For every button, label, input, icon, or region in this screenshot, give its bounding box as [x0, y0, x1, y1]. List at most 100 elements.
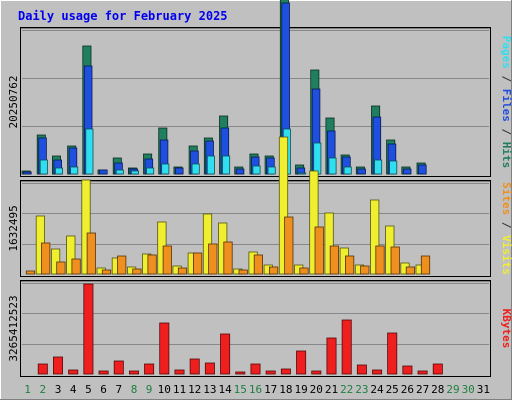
bar-kbytes-day-12: [189, 358, 200, 375]
day-label-1: 1: [24, 383, 31, 396]
bar-visits-day-18: [278, 136, 289, 275]
day-label-15: 15: [234, 383, 247, 396]
bar-visits-day-5: [81, 179, 91, 275]
bar-sites-day-15: [238, 269, 248, 275]
bar-sites-day-8: [132, 268, 142, 275]
panel-traffic: 20250762 Pages / Files / Hits: [7, 0, 512, 177]
bar-kbytes-day-28: [432, 363, 443, 375]
bar-kbytes-day-26: [402, 365, 413, 375]
bar-sites-day-20: [314, 226, 324, 275]
bar-sites-day-12: [192, 252, 203, 275]
bar-sites-day-25: [390, 246, 400, 275]
day-label-7: 7: [115, 383, 122, 396]
bar-visits-day-3: [51, 248, 61, 275]
bar-visits-day-4: [66, 235, 76, 275]
bar-visits-day-21: [324, 212, 334, 275]
bar-pages-day-8: [130, 170, 139, 175]
day-label-5: 5: [85, 383, 92, 396]
bar-kbytes-day-21: [326, 337, 337, 375]
bar-kbytes-day-6: [98, 370, 109, 375]
day-label-8: 8: [131, 383, 138, 396]
legend-kbytes: KBytes: [500, 309, 512, 349]
bar-pages-day-5: [85, 128, 94, 175]
bar-visits-day-20: [309, 170, 319, 275]
bar-kbytes-day-8: [128, 370, 139, 375]
day-label-28: 28: [431, 383, 444, 396]
bar-kbytes-day-3: [53, 356, 64, 375]
legend-item: Files: [500, 89, 512, 122]
chart-title: Daily usage for February 2025: [18, 9, 228, 23]
bar-kbytes-day-9: [144, 363, 155, 375]
bar-kbytes-day-5: [83, 283, 94, 375]
bar-kbytes-day-18: [280, 368, 291, 375]
bar-pages-day-19: [298, 172, 307, 175]
bar-sites-day-18: [284, 216, 294, 275]
bar-pages-day-7: [115, 169, 124, 175]
bar-kbytes-day-17: [265, 370, 276, 375]
bar-pages-day-21: [328, 157, 337, 175]
bar-kbytes-day-2: [37, 363, 48, 375]
bar-kbytes-day-4: [68, 369, 79, 375]
bar-pages-day-22: [343, 166, 352, 175]
day-label-12: 12: [188, 383, 201, 396]
day-label-10: 10: [158, 383, 171, 396]
bar-files-day-11: [174, 167, 184, 175]
bar-kbytes-day-23: [356, 364, 367, 375]
day-label-14: 14: [218, 383, 232, 396]
bar-files-day-15: [235, 168, 245, 175]
bar-kbytes-day-15: [235, 371, 246, 375]
panel-frame-traffic: [20, 27, 491, 177]
legend-traffic: Pages / Files / Hits: [500, 36, 512, 169]
day-label-27: 27: [416, 383, 429, 396]
day-label-31: 31: [477, 383, 490, 396]
bar-sites-day-22: [344, 255, 355, 275]
series-kbytes: [37, 283, 443, 375]
day-label-21: 21: [325, 383, 338, 396]
day-label-24: 24: [370, 383, 384, 396]
day-label-11: 11: [173, 383, 186, 396]
bar-sites-day-5: [86, 232, 96, 275]
bar-kbytes-day-20: [311, 370, 322, 375]
bar-pages-day-14: [222, 155, 231, 175]
bar-sites-day-7: [117, 255, 127, 275]
bar-sites-day-11: [177, 267, 188, 275]
day-label-30: 30: [462, 383, 475, 396]
bar-kbytes-day-22: [341, 319, 352, 375]
bar-sites-day-4: [71, 258, 81, 275]
bar-kbytes-day-27: [417, 370, 428, 375]
bar-kbytes-day-14: [220, 333, 231, 375]
legend-item: /: [500, 69, 512, 89]
bar-pages-day-25: [389, 160, 398, 175]
panel-kbytes: 3265412523 KBytes: [7, 280, 512, 377]
day-label-3: 3: [55, 383, 62, 396]
bar-kbytes-day-19: [296, 350, 307, 375]
bar-sites-day-2: [41, 242, 51, 275]
bar-files-day-27: [418, 164, 427, 175]
day-label-16: 16: [249, 383, 262, 396]
bar-sites-day-14: [223, 241, 233, 275]
bar-sites-day-27: [420, 255, 431, 275]
panel-frame-visits: [20, 180, 491, 277]
legend-item: KBytes: [500, 309, 512, 349]
bar-kbytes-day-25: [387, 332, 398, 375]
bar-pages-day-16: [252, 165, 261, 175]
bar-sites-day-17: [268, 266, 279, 275]
bar-pages-day-3: [55, 167, 64, 175]
day-label-13: 13: [203, 383, 216, 396]
day-label-25: 25: [386, 383, 399, 396]
day-label-23: 23: [355, 383, 368, 396]
bar-pages-day-24: [374, 159, 383, 175]
legend-item: Visits: [500, 235, 512, 275]
bar-sites-day-24: [375, 245, 385, 275]
legend-item: /: [500, 215, 512, 235]
bar-sites-day-16: [253, 254, 263, 275]
bar-pages-day-9: [146, 167, 155, 175]
bar-kbytes-day-24: [372, 369, 383, 375]
bar-pages-day-13: [206, 155, 215, 175]
day-label-9: 9: [146, 383, 153, 396]
bar-sites-day-13: [208, 243, 218, 275]
series-visits: [35, 136, 425, 275]
